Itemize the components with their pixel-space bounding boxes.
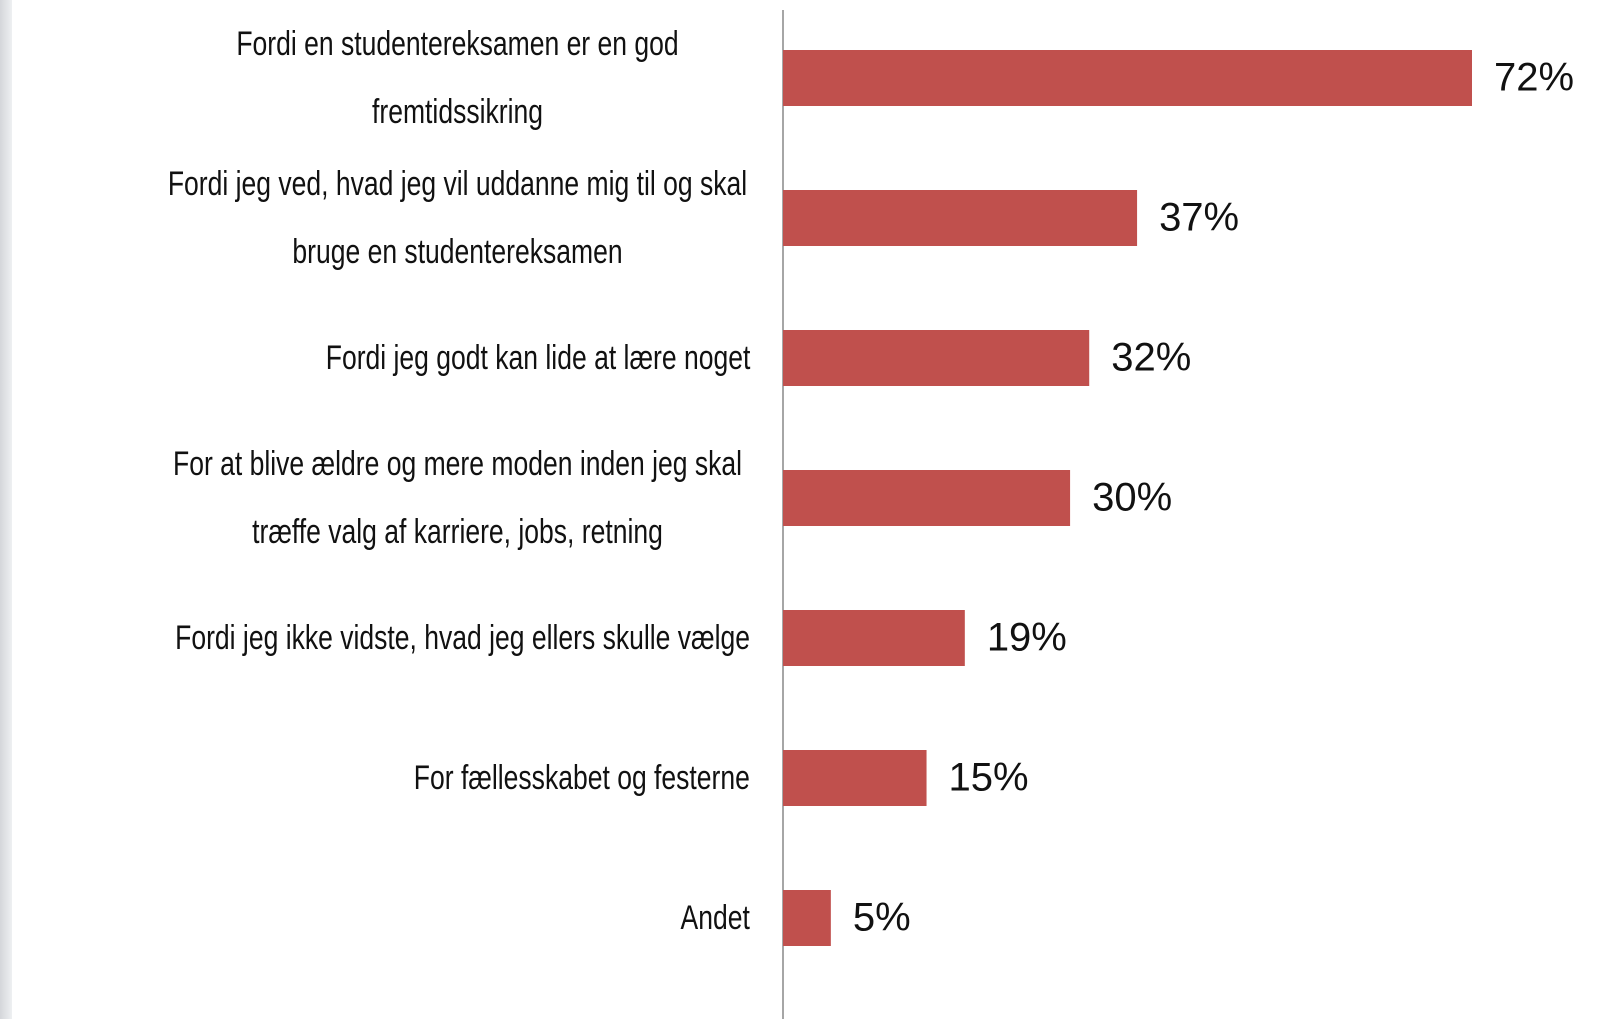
category-text: Fordi en studentereksamen er en god frem… (236, 25, 679, 131)
category-label: For at blive ældre og mere moden inden j… (165, 430, 750, 566)
bar (783, 610, 965, 666)
category-text: Fordi jeg ved, hvad jeg vil uddanne mig … (167, 165, 748, 271)
category-label: Fordi jeg godt kan lide at lære noget (325, 324, 750, 392)
category-text: Fordi jeg godt kan lide at lære noget (325, 339, 750, 377)
category-text: Fordi jeg ikke vidste, hvad jeg ellers s… (175, 619, 750, 657)
category-label: Fordi en studentereksamen er en god frem… (165, 10, 750, 146)
value-label: 5% (853, 896, 911, 940)
value-label: 32% (1111, 336, 1191, 380)
bar (783, 190, 1138, 246)
category-text: For fællesskabet og festerne (413, 759, 750, 797)
category-label: Andet (681, 884, 750, 952)
category-text: Andet (680, 899, 750, 937)
bar (783, 50, 1472, 106)
bar (783, 470, 1071, 526)
category-text: For at blive ældre og mere moden inden j… (172, 445, 743, 551)
category-label: Fordi jeg ikke vidste, hvad jeg ellers s… (175, 604, 750, 672)
category-label: For fællesskabet og festerne (414, 744, 750, 812)
value-label: 72% (1494, 56, 1574, 100)
value-label: 15% (949, 756, 1029, 800)
edge-strip (0, 0, 12, 1019)
bar (783, 890, 831, 946)
value-label: 19% (987, 616, 1067, 660)
bar (783, 750, 927, 806)
value-label: 37% (1159, 196, 1239, 240)
bar (783, 330, 1090, 386)
value-label: 30% (1092, 476, 1172, 520)
category-label: Fordi jeg ved, hvad jeg vil uddanne mig … (165, 150, 750, 286)
